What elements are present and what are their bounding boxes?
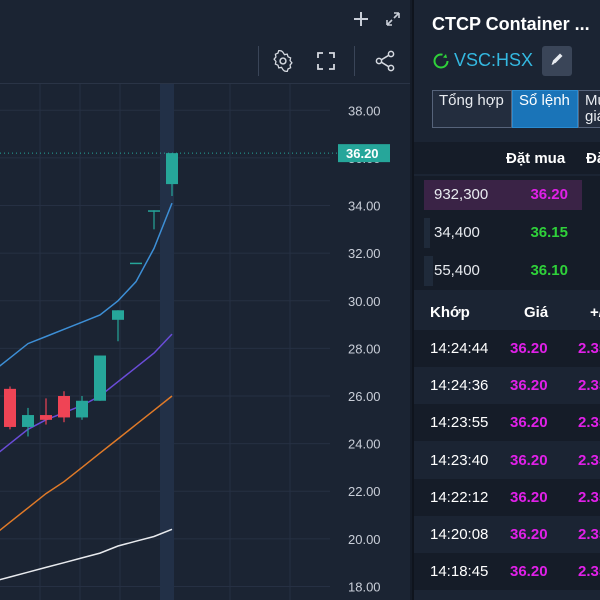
bid-price[interactable]: 36.20 [530, 186, 568, 203]
trade-time: 14:23:55 [430, 414, 489, 432]
chart-topbar [0, 0, 410, 38]
trade-change: 2.35 [578, 488, 600, 506]
trade-change: 2.35 [578, 526, 600, 543]
stock-title: CTCP Container ... [432, 14, 590, 34]
volume-bar [424, 180, 582, 210]
bid-volume: 932,300 [434, 186, 489, 203]
indicator-line [0, 202, 173, 367]
candle-body [148, 210, 160, 212]
stock-symbol[interactable]: VSC:HSX [454, 50, 534, 70]
orderbook-row[interactable]: 55,400 36.10 [414, 252, 600, 290]
trade-price: 36.20 [510, 563, 548, 581]
trades-header: Khớp Giá +/- [414, 294, 600, 330]
trade-row: 14:23:55 36.20 2.35 [414, 404, 600, 442]
last-price-label: 36.20 [346, 146, 379, 161]
y-axis-label: 20.00 [348, 532, 381, 547]
expand-icon[interactable] [382, 8, 404, 30]
trade-change: 2.35 [578, 451, 600, 469]
candle-body [58, 396, 70, 418]
trade-time: 14:18:45 [430, 563, 489, 581]
chart-toolbar [0, 38, 410, 84]
orderbook-row[interactable]: 932,300 36.20 [414, 176, 600, 214]
bid-volume: 34,400 [434, 224, 480, 241]
fullscreen-icon[interactable] [313, 48, 339, 74]
orderbook-bid-header: Đặt mua [506, 150, 566, 167]
y-axis-label: 18.00 [348, 579, 381, 594]
y-axis-label: 22.00 [348, 484, 381, 499]
trade-row: 14:18:45 36.20 2.35 [414, 553, 600, 591]
gear-icon[interactable] [270, 48, 296, 74]
candle-body [166, 153, 178, 185]
trade-change: 2.35 [578, 414, 600, 432]
plus-icon[interactable] [350, 8, 372, 30]
bid-volume: 55,400 [434, 262, 480, 279]
pencil-icon [549, 51, 565, 72]
stock-detail-panel: CTCP Container ... VSC:HSX Tổng hợp Sổ l… [412, 0, 600, 600]
trade-price: 36.20 [510, 526, 548, 543]
trade-change: 2.35 [578, 563, 600, 581]
candle-body [22, 415, 34, 427]
chart-panel[interactable]: 38.0036.0034.0032.0030.0028.0026.0024.00… [0, 0, 410, 600]
candle-body [4, 388, 16, 427]
trade-price: 36.20 [510, 451, 548, 469]
toolbar-divider [258, 46, 259, 76]
trade-change: 2.35 [578, 340, 600, 357]
y-axis-label: 34.00 [348, 199, 381, 214]
trade-time: 14:24:44 [430, 340, 489, 357]
candle-body [76, 400, 88, 418]
detail-tabs: Tổng hợp Sổ lệnh Mua giá [432, 90, 600, 128]
trade-price: 36.20 [510, 340, 548, 357]
trade-time: 14:20:08 [430, 526, 489, 543]
trades-price-header: Giá [524, 304, 549, 321]
trades-time-header: Khớp [430, 304, 470, 321]
indicator-line [0, 528, 173, 581]
trade-change: 2.35 [578, 377, 600, 395]
y-axis-label: 26.00 [348, 389, 381, 404]
trades-change-header: +/- [590, 304, 600, 321]
trade-row: 14:23:40 36.20 2.35 [414, 441, 600, 479]
candle-body [130, 262, 142, 265]
y-axis-label: 32.00 [348, 246, 381, 261]
trade-time: 14:24:36 [430, 377, 489, 395]
chart-background [0, 0, 410, 600]
candle-body [40, 415, 52, 420]
y-axis-label: 24.00 [348, 437, 381, 452]
trade-time: 14:22:12 [430, 488, 489, 506]
symbol-row: VSC:HSX [432, 46, 600, 76]
orderbook-header: Đặt mua Đặt [414, 142, 600, 174]
last-price-tag [338, 144, 390, 163]
tab-tong-hop[interactable]: Tổng hợp [432, 90, 512, 128]
volume-bar [424, 218, 430, 248]
trade-row: 14:24:36 36.20 2.35 [414, 367, 600, 405]
candle-body [112, 310, 124, 320]
toolbar-divider [354, 46, 355, 76]
edit-button[interactable] [542, 46, 572, 76]
volume-bar [424, 256, 433, 286]
trade-price: 36.20 [510, 488, 548, 506]
bid-price[interactable]: 36.15 [530, 224, 568, 241]
trade-price: 36.20 [510, 377, 548, 395]
tab-mua-gia[interactable]: Mua giá [578, 90, 600, 128]
tab-so-lenh[interactable]: Sổ lệnh [512, 90, 578, 128]
trade-row: 14:24:44 36.20 2.35 [414, 330, 600, 367]
highlight-band [160, 84, 174, 600]
y-axis-label: 38.00 [348, 103, 381, 118]
indicator-line [0, 395, 173, 532]
share-icon[interactable] [372, 48, 398, 74]
trade-row: 14:20:08 36.20 2.35 [414, 516, 600, 553]
trade-time: 14:23:40 [430, 451, 489, 469]
y-axis-label: 28.00 [348, 341, 381, 356]
y-axis-label: 30.00 [348, 294, 381, 309]
trade-row: 14:22:12 36.20 2.35 [414, 478, 600, 516]
candle-body [94, 355, 106, 401]
orderbook-ask-header: Đặt [586, 150, 600, 167]
orderbook-row[interactable]: 34,400 36.15 [414, 214, 600, 252]
price-chart[interactable]: 38.0036.0034.0032.0030.0028.0026.0024.00… [0, 0, 410, 600]
trade-price: 36.20 [510, 414, 548, 432]
refresh-circle-icon [432, 52, 450, 75]
bid-price[interactable]: 36.10 [530, 262, 568, 279]
